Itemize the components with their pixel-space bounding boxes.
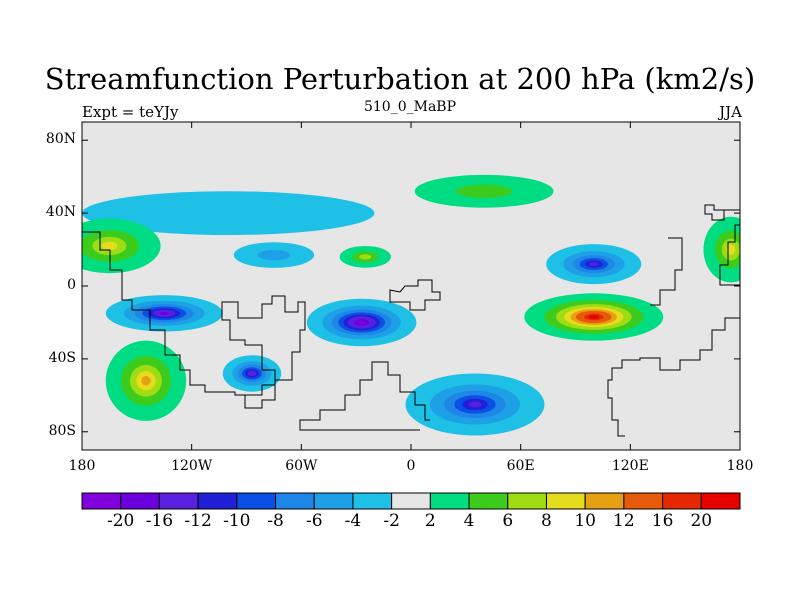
y-tick-label: 80S — [48, 422, 76, 439]
colorbar-swatch — [507, 492, 547, 510]
colorbar-label: -12 — [184, 511, 212, 531]
colorbar — [81, 492, 741, 510]
contour-neg-south-atlantic-level-20 — [357, 320, 367, 325]
colorbar-swatch — [158, 492, 199, 510]
colorbar-label: -2 — [383, 511, 400, 531]
contour-pos-southwest-pacific-level-10 — [141, 376, 151, 386]
colorbar-swatch — [197, 492, 238, 510]
x-tick-label: 180 — [68, 458, 96, 474]
contour-pos-north-africa-level-4 — [456, 184, 513, 198]
coastline-americas — [82, 231, 306, 409]
colorbar-label: -10 — [223, 511, 251, 531]
contour-neg-southern-ocean-level-12 — [468, 401, 482, 408]
coastline-north — [389, 279, 441, 311]
colorbar-label: -20 — [107, 511, 135, 531]
colorbar-swatch — [623, 492, 664, 510]
colorbar-label: 6 — [502, 511, 514, 531]
coastline-east — [607, 224, 740, 437]
contour-neg-se-pacific-level-16 — [159, 311, 169, 315]
x-tick-label: 180 — [726, 458, 754, 474]
contour-neg-south-america-level-12 — [247, 370, 257, 377]
season-label: JJA — [719, 103, 742, 121]
colorbar-swatch — [313, 492, 354, 510]
axis-ticks — [81, 122, 741, 450]
colorbar-label: -8 — [267, 511, 284, 531]
colorbar-label: -4 — [344, 511, 362, 531]
contour-fills — [82, 174, 740, 436]
colorbar-label: 8 — [541, 511, 552, 531]
colorbar-swatch — [584, 492, 625, 510]
contour-pos-north-atlantic-level-6 — [359, 254, 372, 260]
colorbar-swatch — [81, 492, 122, 510]
colorbar-swatch — [545, 492, 586, 510]
contour-neg-south-asia-level-12 — [589, 262, 599, 267]
colorbar-swatch — [236, 492, 277, 510]
colorbar-swatch — [700, 492, 741, 510]
x-tick-label: 60W — [285, 458, 318, 474]
contour-pos-northwest-pacific-level-8 — [101, 241, 118, 251]
coastline — [82, 204, 740, 437]
colorbar-swatch — [429, 492, 470, 510]
colorbar-swatch — [120, 492, 160, 510]
chart-title: Streamfunction Perturbation at 200 hPa (… — [44, 62, 756, 96]
contour-pos-indian-ocean-level-20 — [588, 315, 600, 319]
x-tick-label: 60E — [506, 458, 535, 474]
x-tick-label: 120E — [611, 458, 649, 474]
contour-neg-north-hemisphere-band-level-2 — [82, 191, 375, 236]
y-tick-label: 40N — [45, 204, 76, 221]
coastline-africa-eurasia — [299, 361, 430, 431]
colorbar-swatch — [391, 492, 431, 510]
colorbar-label: 4 — [463, 511, 475, 531]
y-tick-label: 40S — [48, 349, 76, 366]
colorbar-swatch — [352, 492, 393, 510]
colorbar-swatch — [275, 492, 315, 510]
colorbar-label: -6 — [305, 511, 323, 531]
coastline-asia — [650, 204, 740, 306]
colorbar-label: 2 — [424, 511, 436, 531]
colorbar-label: 20 — [690, 511, 713, 531]
colorbar-label: 12 — [613, 511, 635, 531]
y-tick-label: 0 — [67, 277, 76, 293]
contour-pos-east-edge-level-8 — [726, 244, 736, 255]
colorbar-label: -16 — [145, 511, 174, 531]
x-tick-label: 120W — [171, 458, 213, 474]
colorbar-swatch — [662, 492, 702, 510]
run-label: 510_0_MaBP — [363, 99, 457, 115]
x-tick-label: 0 — [406, 458, 416, 474]
colorbar-swatch — [468, 492, 509, 510]
colorbar-label: 10 — [574, 511, 596, 531]
experiment-label: Expt = teYJy — [82, 103, 179, 121]
contour-neg-east-pacific-north-level-4 — [257, 249, 291, 261]
colorbar-label: 16 — [651, 511, 674, 531]
y-tick-label: 80N — [45, 131, 76, 148]
